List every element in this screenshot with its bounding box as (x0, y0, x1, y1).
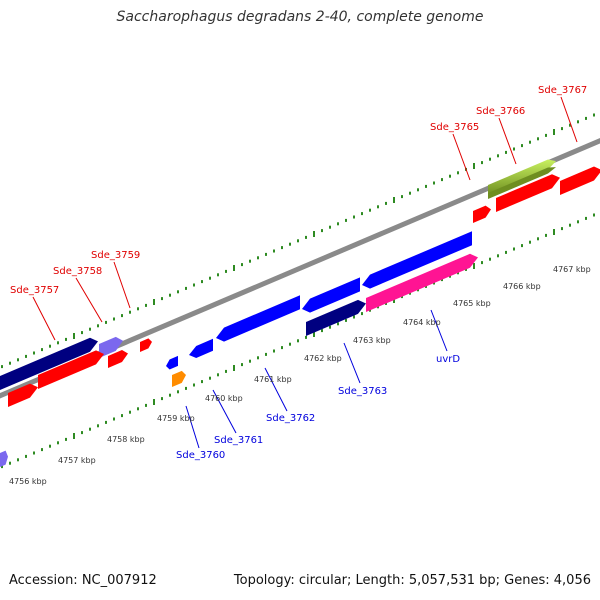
gene-block (166, 355, 178, 370)
gene-block (488, 167, 556, 199)
scale-label: 4767 kbp (553, 265, 591, 274)
scale-label: 4761 kbp (254, 375, 292, 384)
leader-line (32, 296, 56, 341)
gene-block (302, 277, 360, 313)
gene-block (189, 338, 213, 358)
gene-label-forward: Sde_3767 (538, 85, 587, 96)
gene-block (99, 336, 123, 358)
gene-block (216, 295, 300, 342)
scale-label: 4756 kbp (9, 477, 47, 486)
gene-block (108, 350, 128, 368)
leader-line (75, 277, 103, 323)
accession-label: Accession: NC_007912 (9, 573, 157, 588)
scale-label: 4764 kbp (403, 318, 441, 327)
scale-label: 4762 kbp (304, 354, 342, 363)
gene-label-forward: Sde_3759 (91, 250, 140, 261)
scale-label: 4758 kbp (107, 435, 145, 444)
gene-block (38, 350, 104, 389)
scale-label: 4757 kbp (58, 456, 96, 465)
gene-label-reverse: Sde_3762 (266, 413, 315, 424)
gene-label-forward: Sde_3766 (476, 106, 525, 117)
leader-line (452, 133, 471, 181)
gene-label-forward: Sde_3765 (430, 122, 479, 133)
scale-label: 4760 kbp (205, 394, 243, 403)
gene-label-reverse: Sde_3763 (338, 386, 387, 397)
gene-block (0, 450, 8, 467)
gene-block (306, 299, 366, 336)
gene-label-reverse: uvrD (436, 354, 460, 365)
gene-block (473, 205, 491, 223)
leader-line (113, 261, 131, 309)
leader-line (212, 389, 237, 434)
gene-block (8, 383, 38, 407)
scale-label: 4763 kbp (353, 336, 391, 345)
leader-line (430, 309, 448, 352)
leader-line (498, 117, 517, 165)
gene-block (140, 338, 152, 352)
gene-block (366, 253, 478, 312)
scale-label: 4759 kbp (157, 414, 195, 423)
gene-block (560, 166, 600, 195)
leader-line (343, 342, 361, 384)
gene-block (496, 174, 560, 212)
gene-block (172, 370, 186, 387)
map-title: Saccharophagus degradans 2-40, complete … (116, 9, 484, 25)
leader-line (185, 405, 200, 449)
genome-summary: Topology: circular; Length: 5,057,531 bp… (233, 573, 591, 588)
gene-block (362, 231, 472, 289)
leader-line (560, 96, 578, 143)
scale-label: 4765 kbp (453, 299, 491, 308)
gene-label-forward: Sde_3758 (53, 266, 102, 277)
gene-label-reverse: Sde_3760 (176, 450, 225, 461)
leader-line (264, 367, 288, 412)
scale-label: 4766 kbp (503, 282, 541, 291)
forward-tick-row (1, 113, 595, 369)
gene-label-forward: Sde_3757 (10, 285, 59, 296)
gene-label-reverse: Sde_3761 (214, 435, 263, 446)
gene-block (0, 337, 98, 390)
